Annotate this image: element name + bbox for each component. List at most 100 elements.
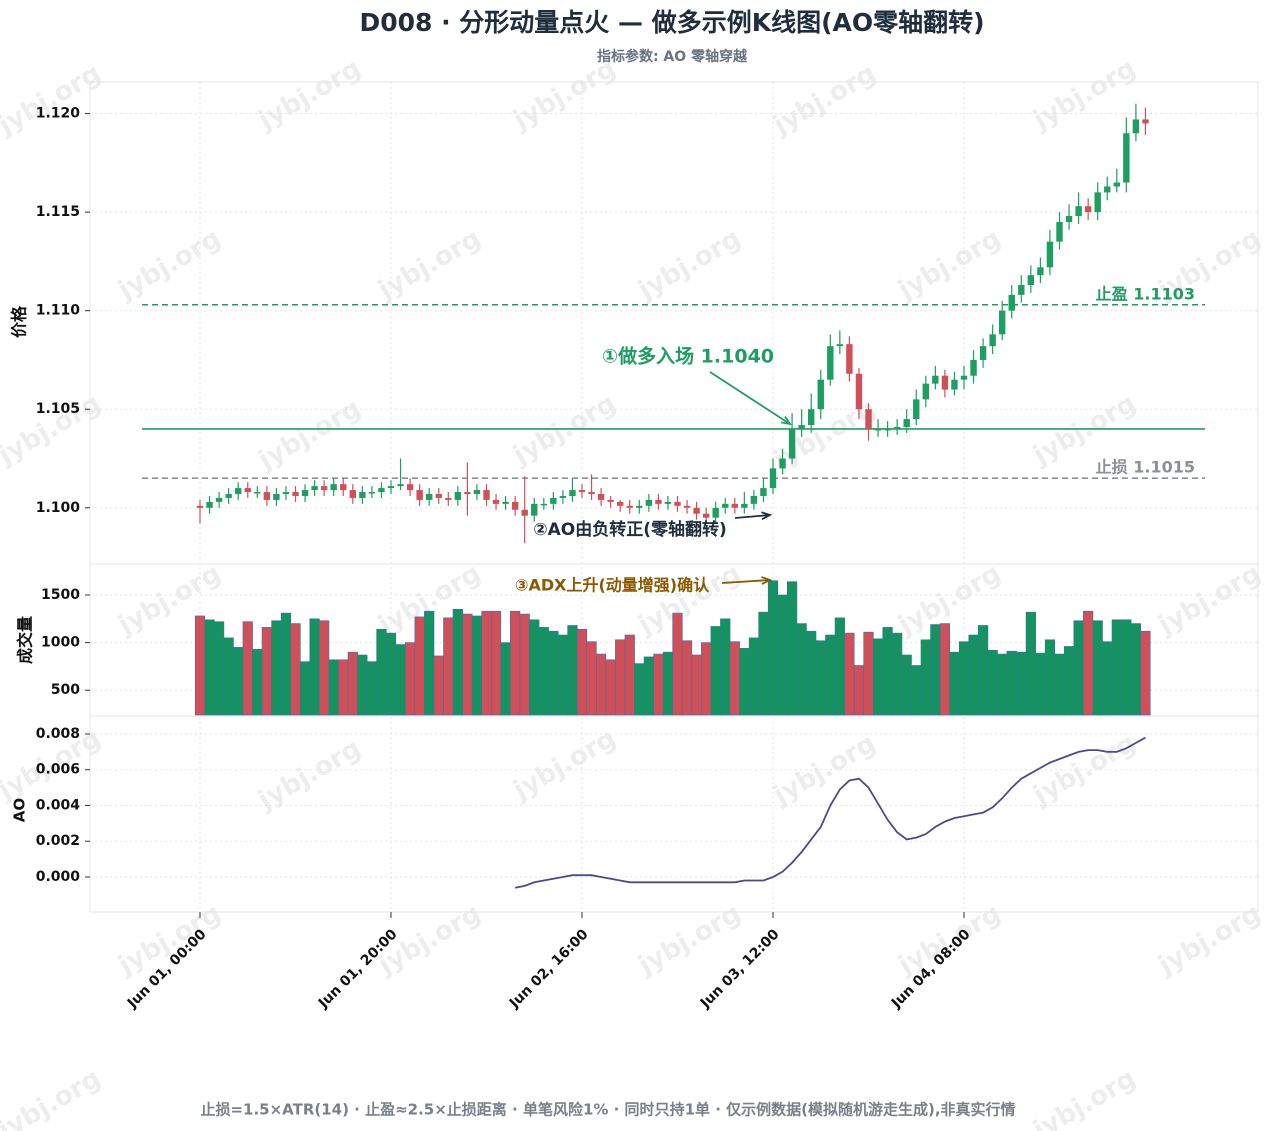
candle-body xyxy=(846,344,853,374)
volume-bar xyxy=(404,642,416,716)
y-tick-label: 1500 xyxy=(41,587,80,603)
volume-bar xyxy=(806,630,817,716)
candle-body xyxy=(817,379,824,410)
candle-body xyxy=(235,488,242,495)
volume-bar xyxy=(299,661,311,716)
candle-body xyxy=(330,484,337,491)
volume-bar xyxy=(252,648,263,716)
volume-bar xyxy=(586,641,597,716)
level-label: 止损 1.1015 xyxy=(1096,458,1195,477)
watermark: jybj.org xyxy=(633,223,746,306)
watermark: jybj.org xyxy=(893,223,1006,306)
volume-bar xyxy=(844,632,855,716)
volume-bar xyxy=(930,624,941,716)
candle-body xyxy=(521,509,528,516)
watermark: jybj.org xyxy=(113,223,226,306)
annotation-arrowhead xyxy=(761,576,773,585)
candle-body xyxy=(273,494,280,500)
annotation-arrow xyxy=(721,579,771,584)
volume-bar xyxy=(748,637,759,716)
candle-body xyxy=(913,399,920,420)
candle-body xyxy=(492,499,500,504)
volume-bar xyxy=(1006,650,1017,716)
watermark: jybj.org xyxy=(253,733,366,816)
candle-body xyxy=(359,492,366,498)
candle-body xyxy=(511,501,519,510)
candle-body xyxy=(292,492,299,496)
candle-body xyxy=(311,486,318,491)
candle-body xyxy=(483,490,490,500)
y-tick-label: 0.006 xyxy=(36,762,80,778)
volume-bar xyxy=(328,659,339,716)
y-tick-label: 1.120 xyxy=(36,106,81,122)
volume-bar xyxy=(567,625,578,716)
volume-bar xyxy=(500,642,511,716)
candle-body xyxy=(731,503,738,508)
y-tick-label: 1.110 xyxy=(36,303,81,319)
volume-bar xyxy=(1035,652,1046,716)
volume-bar xyxy=(338,659,349,716)
volume-bar xyxy=(443,617,454,716)
y-tick-label: 0.000 xyxy=(36,869,81,885)
candle-body xyxy=(531,503,538,516)
candle-body xyxy=(1056,221,1063,242)
candle-body xyxy=(445,497,452,500)
volume-bar xyxy=(672,612,683,716)
volume-bar xyxy=(1073,620,1084,716)
footer-note: 止损=1.5×ATR(14) · 止盈≈2.5×止损距离 · 单笔风险1% · … xyxy=(200,1101,1015,1119)
plot-frame xyxy=(89,81,1259,913)
volume-bar xyxy=(548,630,559,716)
volume-bar xyxy=(624,634,635,716)
y-tick-label: 0.008 xyxy=(36,726,80,742)
candle-body xyxy=(903,419,910,427)
y-tick-label: 500 xyxy=(51,682,80,698)
candle-body xyxy=(788,428,796,459)
candle-body xyxy=(244,488,251,493)
volume-bar xyxy=(529,619,540,716)
candle-body xyxy=(712,507,719,518)
volume-bar xyxy=(815,640,826,716)
volume-bar xyxy=(1111,619,1122,716)
candle-body xyxy=(769,468,777,489)
candle-body xyxy=(1008,294,1015,311)
volume-bar xyxy=(1130,623,1141,716)
candle-body xyxy=(1018,285,1025,295)
candle-body xyxy=(664,501,672,504)
candle-body xyxy=(1142,119,1149,124)
volume-bar xyxy=(357,654,368,716)
watermark: jybj.org xyxy=(1028,728,1141,811)
y-tick-label: 1000 xyxy=(41,635,80,651)
volume-bar xyxy=(242,621,253,716)
volume-bar xyxy=(194,615,206,716)
y-tick-label: 1.100 xyxy=(36,500,81,516)
volume-bar xyxy=(720,618,731,716)
volume-bar xyxy=(739,648,750,716)
candle-body xyxy=(884,428,891,431)
volume-bar xyxy=(853,665,865,716)
volume-bar xyxy=(777,594,788,716)
volume-bar xyxy=(1063,646,1075,716)
chart-subtitle: 指标参数: AO 零轴穿越 xyxy=(597,48,748,65)
candle-body xyxy=(932,375,939,384)
candle-body xyxy=(340,484,347,491)
candle-body xyxy=(225,494,232,498)
volume-bar xyxy=(490,610,502,716)
volume-bar xyxy=(1016,651,1027,716)
candle-body xyxy=(1065,216,1073,222)
candle-body xyxy=(254,492,261,494)
y-tick-label: 1.115 xyxy=(36,204,80,220)
volume-bar xyxy=(433,655,444,716)
candle-body xyxy=(378,488,385,493)
candle-body xyxy=(406,484,414,491)
volume-bar xyxy=(1044,639,1056,716)
candle-body xyxy=(1084,206,1092,213)
y-axis-label: AO xyxy=(11,798,29,822)
candle-body xyxy=(1037,267,1044,276)
candle-body xyxy=(941,375,949,390)
candle-body xyxy=(282,492,290,495)
candle-body xyxy=(320,486,328,491)
volume-bar xyxy=(1083,610,1094,716)
candle-body xyxy=(979,346,987,360)
candle-body xyxy=(999,310,1006,335)
watermark: jybj.org xyxy=(1153,558,1266,641)
